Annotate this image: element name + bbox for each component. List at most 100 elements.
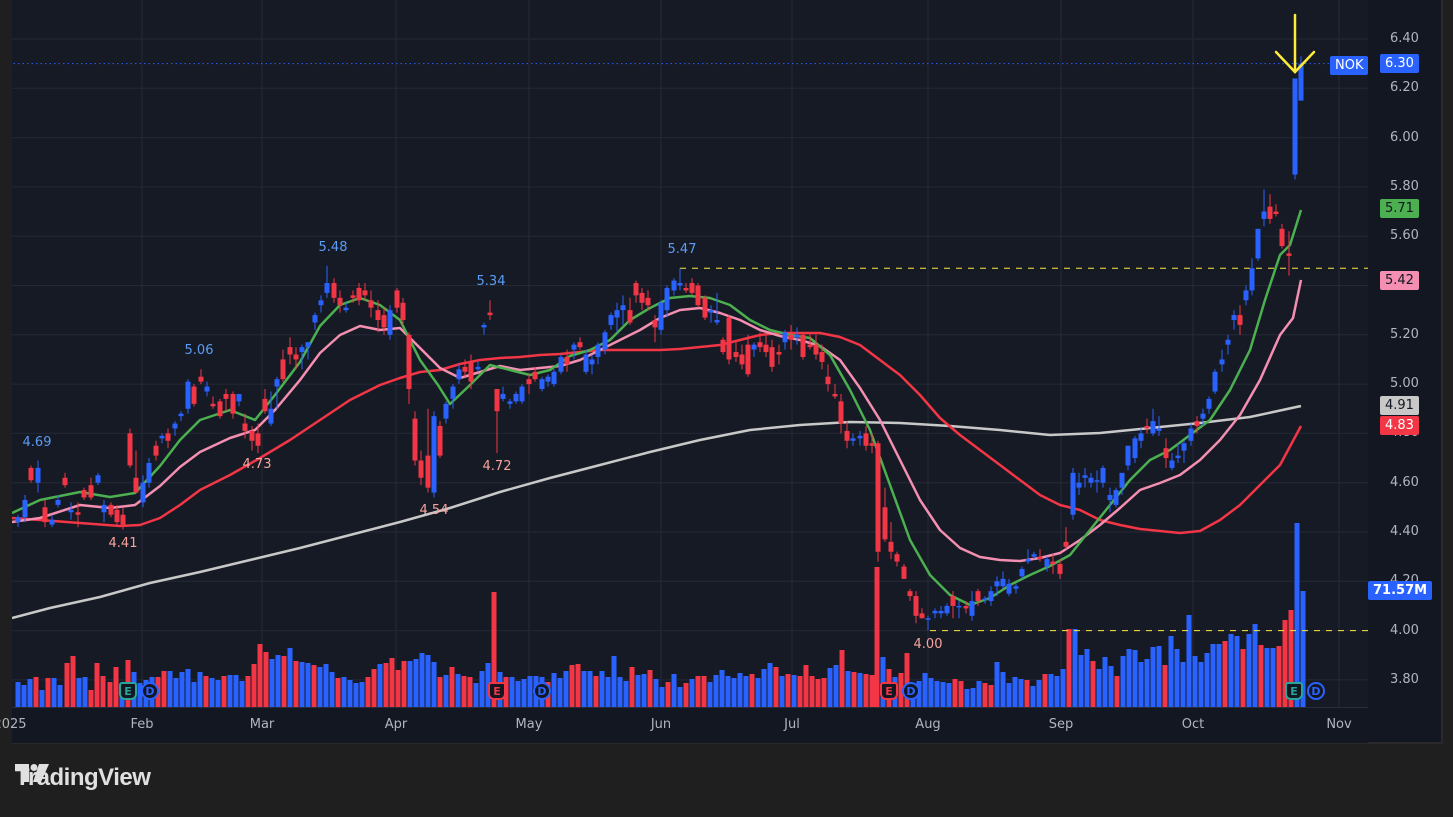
dividend-event-icon[interactable]: D [533, 682, 551, 700]
candle-body [1181, 443, 1187, 451]
volume-bar [251, 664, 257, 707]
volume-bar [1054, 676, 1060, 707]
candle-body [305, 342, 311, 348]
volume-bar [845, 671, 851, 707]
candle-body [443, 403, 449, 419]
earnings-event-icon[interactable]: E [119, 682, 137, 700]
dividend-event-icon[interactable]: D [902, 682, 920, 700]
candle-body [425, 455, 431, 488]
dividend-event-icon[interactable]: D [141, 682, 159, 700]
candle-body [331, 283, 337, 298]
volume-bar [557, 678, 563, 707]
volume-bar [45, 678, 51, 707]
volume-bar [491, 592, 497, 707]
candle-body [513, 393, 519, 402]
candle-body [1237, 315, 1243, 325]
price-plot-area[interactable]: 4.69 4.41 5.06 4.73 5.48 4.54 5.34 4.72 5.47 4.00… [12, 0, 1368, 707]
candle-body [1082, 475, 1088, 478]
candle-body [1298, 63, 1304, 101]
earnings-event-icon[interactable]: E [1285, 682, 1303, 700]
volume-bar [755, 678, 761, 707]
volume-bar [833, 665, 839, 707]
dividend-event-icon[interactable]: D [1307, 682, 1325, 700]
swing-low-label: 4.73 [242, 456, 272, 472]
volume-bar [1090, 661, 1096, 707]
candle-body [832, 393, 838, 397]
time-axis-label: Mar [249, 717, 275, 732]
candle-body [1057, 564, 1063, 574]
volume-bar [1228, 634, 1234, 707]
candle-body [299, 347, 305, 353]
candle-body [400, 302, 406, 321]
volume-bar [737, 673, 743, 707]
candle-body [645, 297, 651, 306]
price-badge: 4.83 [1380, 416, 1419, 435]
price-tick-label: 6.00 [1390, 129, 1419, 145]
candle-body [1044, 559, 1050, 567]
volume-bar [455, 674, 461, 707]
volume-bar [1246, 634, 1252, 707]
price-tick-label: 4.40 [1390, 524, 1419, 539]
volume-bar [1150, 647, 1156, 707]
candle-body [614, 310, 620, 318]
volume-bar [1006, 683, 1012, 707]
tradingview-logo[interactable]: TradingView [15, 764, 151, 792]
price-axis[interactable]: 6.406.206.005.805.605.405.205.004.804.60… [1368, 0, 1441, 707]
volume-bar [946, 683, 952, 707]
volume-bar [707, 682, 713, 707]
candle-body [387, 310, 393, 335]
candle-body [1150, 421, 1156, 434]
candle-body [210, 403, 216, 407]
earnings-event-icon[interactable]: E [880, 682, 898, 700]
volume-bar [94, 663, 100, 707]
candle-body [919, 613, 925, 619]
candle-body [394, 290, 400, 308]
volume-bar [1198, 662, 1204, 707]
candle-body [75, 512, 81, 515]
candle-body [907, 591, 913, 597]
candle-body [1156, 428, 1162, 431]
volume-bar [874, 567, 880, 707]
volume-bar [467, 677, 473, 707]
price-tick-label: 5.20 [1390, 326, 1419, 342]
candle-body [450, 386, 456, 399]
volume-bar [587, 671, 593, 707]
volume-bar [773, 667, 779, 707]
candle-body [462, 366, 468, 372]
volume-bar [263, 652, 269, 707]
volume-bar [185, 669, 191, 707]
volume-bar [1222, 641, 1228, 707]
swing-low-label: 4.00 [913, 636, 943, 652]
time-axis[interactable]: 2025 Feb Mar Apr May Jun Jul Aug Sep Oct Nov [0, 707, 1368, 743]
candle-body [217, 401, 223, 417]
candle-body [293, 354, 299, 360]
volume-bar [413, 659, 419, 707]
candle-body [863, 433, 869, 446]
volume-bar [233, 675, 239, 707]
volume-bar [1258, 645, 1264, 707]
volume-bar [311, 665, 317, 707]
candle-body [62, 477, 68, 486]
swing-low-label: 4.72 [482, 459, 512, 475]
candle-body [1169, 460, 1175, 468]
volume-bar [593, 676, 599, 707]
candle-body [1163, 448, 1169, 459]
candle-body [658, 302, 664, 330]
volume-bar [683, 683, 689, 707]
candle-body [1019, 568, 1025, 577]
volume-bar [503, 677, 509, 707]
price-tick-label: 4.60 [1390, 474, 1419, 490]
swing-low-label: 4.41 [108, 535, 138, 551]
earnings-event-icon[interactable]: E [488, 682, 506, 700]
candle-body [913, 596, 919, 616]
volume-bar [191, 682, 197, 707]
candle-body [838, 401, 844, 424]
candle-body [589, 359, 595, 365]
candle-body [901, 566, 907, 579]
time-axis-label: Apr [384, 717, 408, 732]
candle-body [318, 300, 324, 306]
candle-body [108, 504, 114, 515]
volume-bar [1138, 662, 1144, 707]
price-tick-label: 3.80 [1390, 671, 1419, 687]
volume-bar [1162, 665, 1168, 707]
